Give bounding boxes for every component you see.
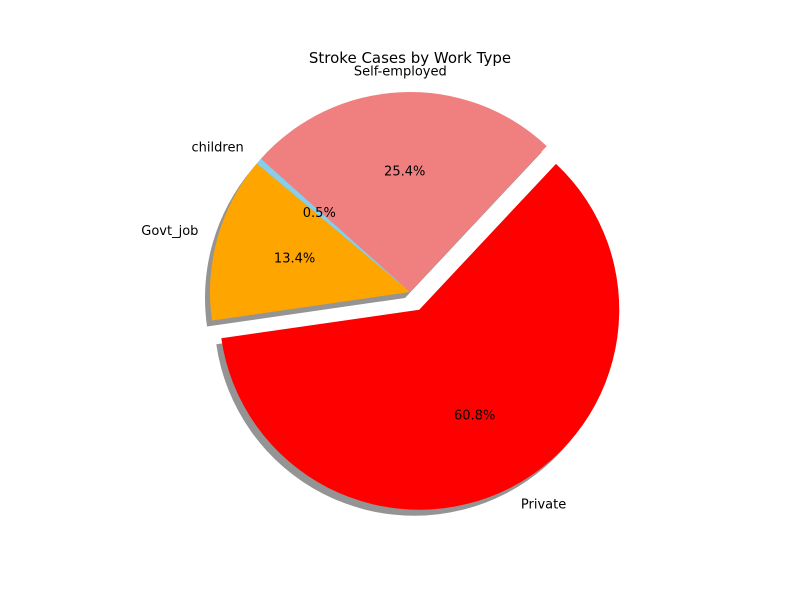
slice-percent-children: 0.5% (303, 206, 336, 221)
slice-govt-job (209, 163, 410, 321)
slice-percent-govt-job: 13.4% (274, 252, 315, 267)
chart-title: Stroke Cases by Work Type (309, 49, 511, 67)
pie-slices (209, 91, 620, 510)
slice-children (256, 158, 410, 292)
slice-self-employed (260, 91, 547, 292)
slice-label-private: Private (521, 497, 566, 512)
slice-label-children: children (192, 140, 244, 155)
slice-percent-private: 60.8% (454, 409, 495, 424)
slice-label-govt-job: Govt_job (141, 224, 198, 239)
slice-percent-self-employed: 25.4% (384, 165, 425, 180)
slice-private (221, 163, 620, 510)
slice-labels: Govt_job 13.4% Private 60.8% Self-employed 25… (141, 65, 566, 513)
slice-label-self-employed: Self-employed (354, 65, 447, 80)
